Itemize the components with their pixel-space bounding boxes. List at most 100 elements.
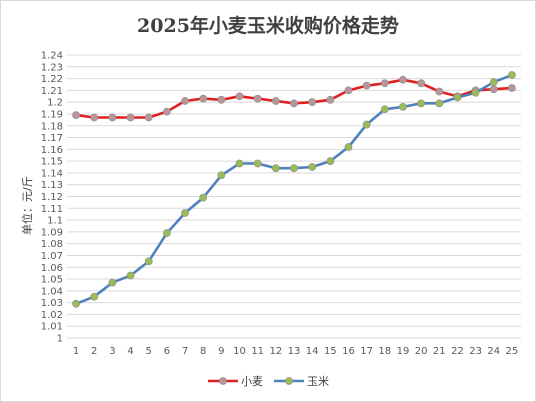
x-tick-label: 5 [146,346,152,357]
x-tick-label: 8 [200,346,206,357]
data-point [162,229,171,237]
x-tick-label: 9 [218,346,224,357]
legend-swatch [208,377,238,385]
x-tick-label: 3 [109,346,115,357]
data-point [417,99,426,108]
y-tick-label: 1.23 [41,62,63,73]
data-point [308,163,317,171]
y-tick-label: 1.04 [41,286,63,297]
y-tick-label: 1.05 [41,275,63,286]
data-point [144,257,153,266]
data-point [308,98,317,107]
x-tick-label: 24 [487,346,500,357]
data-point [290,99,298,108]
y-tick-label: 1.22 [41,74,63,85]
legend-marker [285,377,293,385]
data-point [217,95,226,104]
data-point [108,278,117,287]
legend-swatch [274,377,304,385]
legend-label: 玉米 [307,375,329,388]
x-tick-label: 6 [164,346,170,357]
data-point [72,299,80,308]
data-point [90,292,99,301]
series-line-2 [75,73,513,306]
y-tick-label: 1.08 [41,239,63,250]
x-tick-label: 7 [182,346,188,357]
x-tick-label: 19 [397,346,410,357]
data-point [362,120,371,129]
legend-item: 玉米 [273,373,329,389]
y-tick-label: 1.17 [41,133,63,144]
data-point [181,97,189,105]
x-tick-label: 13 [288,346,301,357]
data-point [235,159,244,168]
y-tick-label: 1.03 [41,298,63,309]
y-tick-label: 1.13 [41,180,63,191]
y-tick-label: 1.16 [41,145,63,156]
data-point [290,164,298,173]
x-tick-label: 12 [269,346,282,357]
data-point [508,71,516,79]
data-point [489,85,498,94]
x-tick-label: 17 [360,346,373,357]
y-tick-label: 1 [57,334,63,345]
x-tick-label: 1 [73,346,79,357]
data-point [90,113,99,122]
series-line-1 [75,78,512,119]
y-tick-label: 1.21 [41,86,63,97]
data-point [344,86,353,95]
y-tick-label: 1.06 [41,263,63,274]
data-point [380,105,389,114]
y-tick-label: 1.02 [41,310,63,321]
x-tick-label: 25 [506,346,519,357]
legend-marker [219,377,227,385]
y-tick-label: 1.1 [47,216,63,227]
data-point [199,193,208,202]
data-point [271,97,280,105]
x-tick-label: 15 [324,346,337,357]
data-point [399,75,407,84]
x-tick-label: 14 [306,346,319,357]
y-tick-label: 1.18 [41,121,63,132]
data-point [271,164,280,173]
legend-item: 小麦 [207,373,263,389]
data-point [508,84,516,92]
x-tick-label: 10 [233,346,246,357]
x-tick-label: 4 [127,346,133,357]
data-point [326,95,335,104]
data-point [199,94,208,103]
x-tick-label: 2 [91,346,97,357]
y-tick-label: 1.24 [41,51,63,62]
y-tick-label: 1.01 [41,322,63,333]
x-tick-label: 21 [433,346,446,357]
y-tick-label: 1.11 [41,204,63,215]
y-tick-label: 1.15 [41,157,63,168]
x-tick-label: 16 [342,346,355,357]
data-point [253,94,262,103]
x-tick-label: 11 [251,346,264,357]
data-point [344,143,353,151]
data-point [108,113,117,122]
data-point [126,271,135,280]
data-point [72,111,80,120]
data-point [181,209,189,217]
data-point [217,171,226,180]
x-tick-label: 22 [451,346,464,357]
chart-title: 2025年小麦玉米收购价格走势 [137,15,399,37]
data-point [471,88,480,97]
y-tick-label: 1.14 [41,168,63,179]
y-tick-label: 1.19 [41,109,63,120]
data-point [126,113,135,122]
x-tick-label: 18 [378,346,391,357]
y-tick-label: 1.09 [41,227,63,238]
data-point [253,159,262,168]
data-point [326,157,335,166]
data-point [399,102,407,111]
data-point [435,99,444,108]
x-tick-label: 23 [469,346,482,357]
data-point [435,87,444,96]
data-point [380,79,389,88]
data-point [144,113,153,122]
